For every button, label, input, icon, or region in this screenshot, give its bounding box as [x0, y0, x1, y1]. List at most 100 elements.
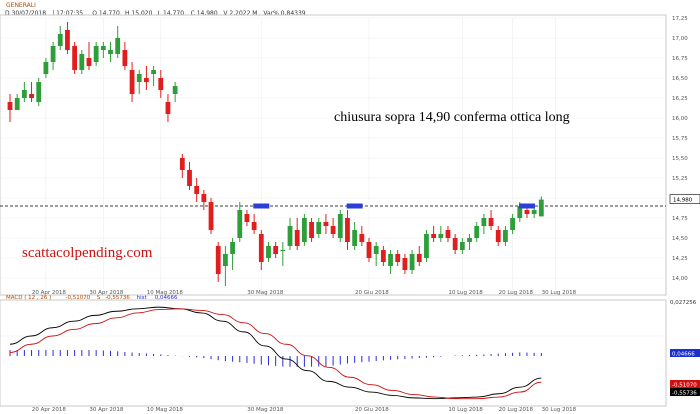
price-tick-label: 15,25 [672, 176, 688, 182]
ohlc-info-field: D 30/07/2018 [5, 10, 46, 17]
candle-body [50, 46, 56, 62]
macd-line [9, 306, 542, 400]
price-tick-label: 15,50 [672, 156, 688, 162]
price-tick-label: 16,75 [672, 56, 688, 62]
ohlc-info-bar: D 30/07/2018 | 17:07:35 O 14,770 H 15,020 L … [5, 10, 306, 17]
candle-body [223, 254, 228, 266]
candle-body [452, 238, 458, 250]
macd-value-badge [670, 349, 700, 357]
candle-body [524, 210, 530, 214]
date-tick-label: 30 Mag 2018 [247, 290, 284, 296]
candle-body [424, 234, 429, 258]
candle-body [395, 254, 401, 262]
candle-body [445, 230, 451, 238]
ohlc-info-field: | 17:07:35 [52, 10, 83, 17]
macd-value-label: -0,51070 [672, 383, 697, 389]
macd-value-badges: 0,04666 -0,51070 -0,55736 [670, 349, 700, 397]
candle-body [237, 210, 243, 238]
candle-body [86, 58, 92, 66]
candle-body [503, 230, 508, 242]
candle-body [21, 90, 27, 98]
current-price-badge: 14,980 [669, 194, 700, 204]
ohlc-info-field: O 14,770 [92, 10, 120, 17]
ohlc-info-field: V 2,2022 M [223, 10, 257, 17]
candle-body [93, 46, 99, 62]
candle-body [531, 210, 537, 214]
macd-header-field: MACD [6, 295, 23, 301]
candle-body [136, 74, 142, 82]
symbol-title: GENERALI [6, 2, 36, 9]
candle-body [323, 222, 329, 226]
macd-header-field: -0,55736 [105, 295, 130, 301]
candle-body [266, 246, 271, 258]
price-tick-label: 14,50 [672, 236, 688, 242]
candle-body [43, 62, 49, 74]
candle-body [280, 250, 286, 251]
candle-body [380, 250, 386, 262]
macd-header-field: ( 12 , 26 ) [24, 295, 51, 301]
candle-body [144, 78, 149, 82]
candle-body [294, 230, 300, 246]
date-tick-label: 30 Lug 2018 [542, 407, 577, 413]
date-tick-label: 30 Lug 2018 [542, 290, 577, 296]
candle-body [79, 54, 85, 70]
macd-value-badge [670, 380, 700, 388]
candle-body [510, 218, 515, 230]
date-tick-label: 20 Giu 2018 [355, 407, 389, 413]
candle-body [316, 222, 322, 234]
candle-body [179, 158, 185, 170]
price-tick-label: 17,00 [672, 36, 688, 42]
date-tick-label: 30 Apr 2018 [89, 407, 124, 413]
candle-body [301, 218, 307, 242]
watermark-text: scattacolpending.com [22, 245, 153, 261]
candle-body [474, 226, 480, 238]
date-tick-label: 20 Lug 2018 [499, 290, 534, 296]
resistance-marker [253, 203, 270, 209]
price-tick-label: 16,00 [672, 116, 688, 122]
candle-body [258, 234, 264, 262]
macd-histogram [9, 350, 542, 367]
candle-body [201, 194, 207, 202]
date-axis-price: 20 Apr 2018 30 Apr 2018 10 Mag 2018 30 Mag … [32, 290, 577, 296]
candle-body [129, 70, 135, 94]
ohlc-info-field: L 14,770 [158, 10, 184, 17]
candle-body [416, 254, 422, 262]
candle-body [459, 242, 465, 250]
candle-body [431, 234, 437, 238]
macd-value-label: 0,04666 [672, 352, 695, 358]
date-tick-label: 20 Apr 2018 [32, 290, 67, 296]
price-axis: 17,25 17,00 16,75 16,50 16,25 16,00 15,75 15,50… [672, 16, 688, 282]
date-tick-label: 30 Apr 2018 [89, 290, 124, 296]
ohlc-info-field: H 15,020 [125, 10, 153, 17]
candle-body [165, 102, 171, 114]
candle-body [538, 199, 544, 217]
date-tick-label: 20 Lug 2018 [499, 407, 534, 413]
candle-body [481, 218, 487, 226]
ohlc-info-field: C 14,980 [191, 10, 218, 17]
date-tick-label: 10 Lug 2018 [448, 290, 483, 296]
candle-body [373, 246, 379, 254]
candle-body [151, 70, 156, 74]
macd-header-field: hist [137, 295, 148, 301]
macd-header-field: -0,51070 [66, 295, 91, 301]
candle-body [352, 230, 358, 246]
candle-body [122, 50, 128, 66]
candle-body [230, 242, 235, 254]
date-tick-label: 20 Apr 2018 [32, 407, 67, 413]
price-tick-label: 15,75 [672, 136, 688, 142]
price-tick-label: 16,25 [672, 96, 688, 102]
candle-body [287, 226, 293, 246]
date-tick-label: 30 Mag 2018 [247, 407, 284, 413]
candles [7, 22, 544, 286]
annotation-text: chiusura sopra 14,90 conferma ottica lon… [334, 110, 570, 125]
candle-body [215, 246, 221, 274]
candle-body [14, 98, 20, 110]
macd-panel [0, 299, 667, 407]
date-tick-label: 20 Giu 2018 [355, 290, 389, 296]
price-tick-label: 14,75 [672, 216, 688, 222]
candle-body [172, 86, 178, 94]
candle-body [402, 258, 408, 270]
macd-value-badge [670, 388, 700, 396]
candle-body [337, 214, 343, 238]
